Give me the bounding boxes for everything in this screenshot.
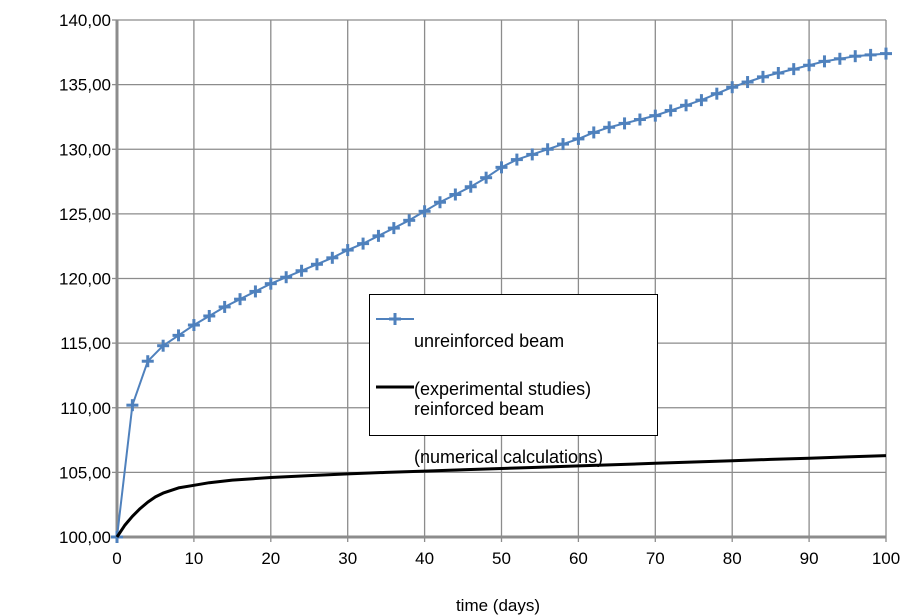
- y-tick-label-140,00: 140,00: [59, 11, 111, 30]
- y-tick-label-120,00: 120,00: [59, 270, 111, 289]
- data-point-0-37: [680, 99, 693, 112]
- legend-label-reinforced-line1: reinforced beam: [414, 399, 545, 419]
- data-point-0-3: [157, 339, 170, 352]
- y-tick-label-125,00: 125,00: [59, 205, 111, 224]
- legend: unreinforced beam (experimental studies)…: [369, 294, 658, 467]
- data-point-0-50: [880, 47, 892, 60]
- data-point-0-27: [526, 148, 539, 161]
- data-point-0-48: [849, 50, 862, 63]
- x-tick-label-100: 100: [872, 549, 900, 568]
- data-point-0-30: [572, 132, 585, 145]
- x-tick-label-50: 50: [492, 549, 511, 568]
- data-point-0-1: [126, 399, 139, 412]
- data-point-0-25: [495, 161, 508, 174]
- data-point-0-28: [541, 143, 554, 156]
- data-point-0-32: [603, 121, 616, 134]
- legend-entry-reinforced: reinforced beam (numerical calculations): [370, 371, 657, 467]
- data-point-0-11: [280, 271, 293, 284]
- data-point-0-26: [510, 153, 523, 166]
- x-tick-label-90: 90: [800, 549, 819, 568]
- data-point-0-5: [187, 319, 200, 332]
- data-point-0-44: [787, 63, 800, 76]
- data-point-0-4: [172, 329, 185, 342]
- x-tick-label-20: 20: [261, 549, 280, 568]
- data-point-0-36: [664, 104, 677, 117]
- tick-labels: 0 10 20 30 40 50 60 70 80 90 100 100,00 105,00 110,00…: [59, 11, 900, 568]
- legend-entry-unreinforced: unreinforced beam (experimental studies): [370, 303, 657, 399]
- data-point-0-35: [649, 109, 662, 122]
- data-point-0-6: [203, 309, 216, 322]
- data-point-0-33: [618, 117, 631, 130]
- legend-label-reinforced: reinforced beam (numerical calculations): [414, 373, 603, 493]
- data-point-0-2: [141, 355, 154, 368]
- data-point-0-39: [710, 87, 723, 100]
- x-tick-label-80: 80: [723, 549, 742, 568]
- data-point-0-15: [341, 244, 354, 257]
- data-point-0-41: [741, 76, 754, 89]
- axes: [112, 19, 887, 542]
- legend-label-unreinforced-line2: (experimental studies): [414, 379, 592, 399]
- data-point-0-34: [633, 113, 646, 126]
- series-layer: [111, 47, 892, 543]
- y-tick-label-100,00: 100,00: [59, 528, 111, 547]
- data-point-0-7: [218, 300, 231, 313]
- data-point-0-40: [726, 81, 739, 94]
- y-tick-label-135,00: 135,00: [59, 76, 111, 95]
- data-point-0-21: [433, 196, 446, 209]
- data-point-0-13: [310, 258, 323, 271]
- legend-swatch-reinforced: [376, 385, 414, 389]
- y-tick-label-110,00: 110,00: [60, 399, 111, 418]
- data-point-0-38: [695, 94, 708, 107]
- x-tick-label-60: 60: [569, 549, 588, 568]
- data-point-0-19: [403, 214, 416, 227]
- series-line-1: [115, 454, 887, 538]
- x-tick-label-70: 70: [646, 549, 665, 568]
- data-point-0-42: [756, 70, 769, 83]
- data-point-0-14: [326, 251, 339, 264]
- legend-swatch-unreinforced: [376, 313, 414, 325]
- data-point-0-49: [864, 48, 877, 61]
- x-tick-label-0: 0: [112, 549, 121, 568]
- data-point-0-22: [449, 188, 462, 201]
- legend-label-reinforced-line2: (numerical calculations): [414, 447, 604, 467]
- data-point-0-24: [480, 171, 493, 184]
- data-point-0-47: [833, 52, 846, 65]
- legend-label-unreinforced: unreinforced beam (experimental studies): [414, 305, 591, 425]
- data-point-0-18: [387, 222, 400, 235]
- x-tick-label-40: 40: [415, 549, 434, 568]
- data-point-0-17: [372, 229, 385, 242]
- data-point-0-45: [803, 59, 816, 72]
- y-tick-label-130,00: 130,00: [59, 140, 111, 159]
- data-point-0-23: [464, 180, 477, 193]
- y-tick-label-115,00: 115,00: [60, 334, 111, 353]
- data-point-0-9: [249, 285, 262, 298]
- data-point-0-46: [818, 55, 831, 68]
- data-point-0-29: [557, 138, 570, 151]
- data-point-0-8: [234, 293, 247, 306]
- data-point-0-10: [264, 277, 277, 290]
- legend-label-unreinforced-line1: unreinforced beam: [414, 331, 565, 351]
- data-point-0-43: [772, 66, 785, 79]
- data-point-0-16: [357, 237, 370, 250]
- x-axis-title: time (days): [456, 596, 540, 615]
- data-point-0-31: [587, 126, 600, 139]
- y-tick-label-105,00: 105,00: [59, 463, 111, 482]
- x-tick-label-30: 30: [338, 549, 357, 568]
- data-point-0-12: [295, 264, 308, 277]
- x-tick-label-10: 10: [184, 549, 203, 568]
- data-point-0-20: [418, 205, 431, 218]
